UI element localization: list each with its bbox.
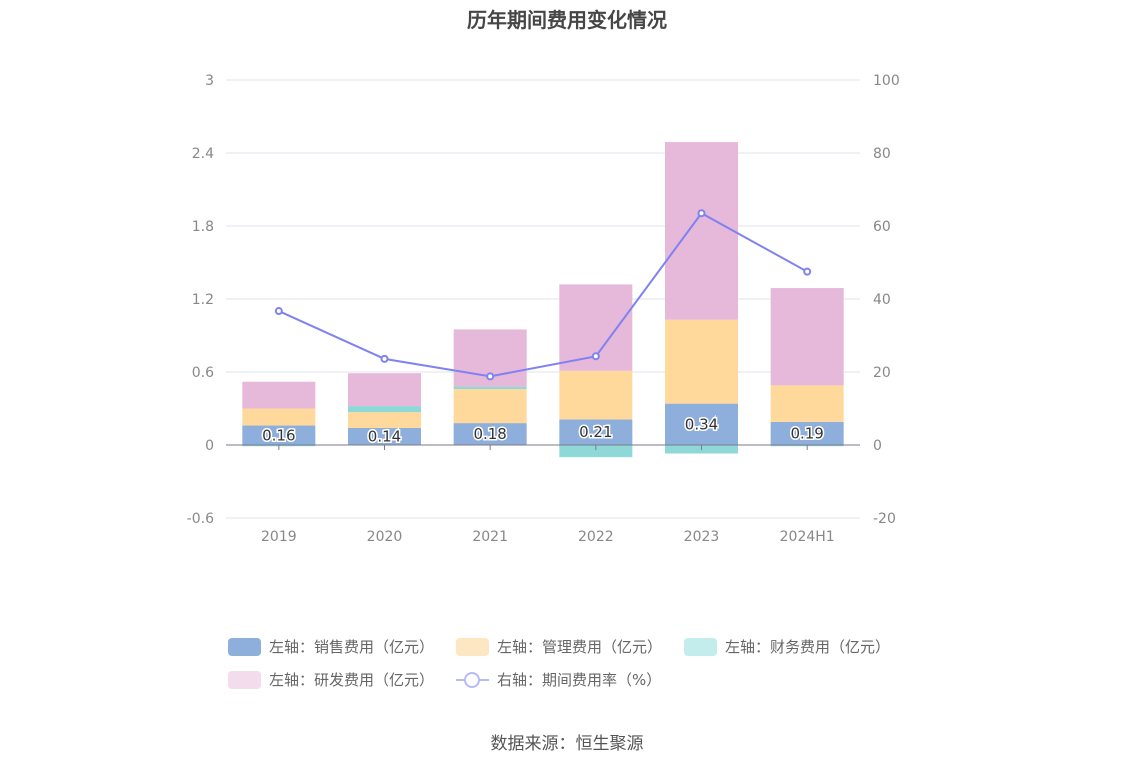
legend-item-admin[interactable]: 左轴：管理费用（亿元） [456,636,662,657]
rate-line [278,211,808,378]
left-tick-label: 2.4 [192,146,214,162]
x-tick-label: 2021 [472,529,508,545]
bar-segment [453,389,527,424]
bar-segment [665,319,738,404]
chart-title: 历年期间费用变化情况 [467,8,667,32]
bar-segment [453,423,527,445]
right-tick-label: 60 [873,219,891,235]
legend-swatch-rd [228,670,261,689]
bar-segment [559,445,633,458]
legend-item-rate[interactable]: 右轴：期间费用率（%） [456,669,661,690]
legend-label-sales: 左轴：销售费用（亿元） [269,638,435,656]
bar-segment [559,370,633,420]
right-tick-label: 80 [873,146,891,162]
rate-point [803,267,812,276]
right-tick-label: 20 [873,365,891,381]
rate-point [697,209,706,218]
bar-segment [770,385,844,422]
bar-segment [770,288,844,386]
bar-segment [348,412,421,428]
legend: 左轴：销售费用（亿元） 左轴：管理费用（亿元） 左轴：财务费用（亿元） 左轴：研… [228,630,928,696]
data-source: 数据来源：恒生聚源 [490,734,644,754]
chart-plot: 3 2.4 1.8 1.2 0.6 0 -0.6 100 80 60 40 20 0 -20 2019 20… [187,73,900,545]
bar-segment [453,386,527,390]
bar-segment [665,142,738,320]
rate-point [486,372,495,381]
bar-data-label: 0.18 [473,425,506,443]
left-tick-label: 1.2 [192,292,214,308]
x-tick-label: 2020 [367,529,403,545]
bar-data-label: 0.19 [790,424,823,442]
right-tick-label: 100 [873,73,900,89]
legend-label-rd: 左轴：研发费用（亿元） [269,671,435,689]
right-tick-label: 40 [873,292,891,308]
legend-label-rate: 右轴：期间费用率（%） [497,671,662,689]
bar-segment [242,381,316,409]
legend-item-sales[interactable]: 左轴：销售费用（亿元） [228,636,434,657]
legend-label-finance: 左轴：财务费用（亿元） [725,638,891,656]
left-tick-label: 3 [205,73,214,89]
legend-label-admin: 左轴：管理费用（亿元） [497,638,663,656]
bar-segment [559,419,633,445]
bar-segment [770,421,844,445]
left-tick-label: 0.6 [192,365,214,381]
legend-swatch-admin [456,637,490,656]
rate-point [591,352,600,361]
bar-segment [348,373,421,407]
right-tick-label: 0 [873,438,882,454]
left-tick-label: -0.6 [187,511,214,527]
left-tick-label: 1.8 [192,219,214,235]
legend-swatch-sales [228,637,261,656]
bar-data-label: 0.21 [579,423,612,441]
bar-segment [348,427,421,445]
bar-data-label: 0.34 [685,415,718,433]
right-tick-label: -20 [873,511,896,527]
bar-data-label: 0.14 [368,427,401,445]
x-tick-label: 2024H1 [780,529,835,545]
x-tick-label: 2019 [261,529,297,545]
bar-segment [242,408,316,426]
legend-item-rd[interactable]: 左轴：研发费用（亿元） [228,669,434,690]
x-tick-label: 2023 [684,529,720,545]
rate-point [274,307,283,316]
x-tick-label: 2022 [578,529,614,545]
bar-segment [348,406,421,413]
bar-data-label: 0.16 [262,426,295,444]
legend-swatch-rate [456,671,490,689]
left-tick-label: 0 [205,438,214,454]
rate-point [380,354,389,363]
bar-segment [242,425,316,445]
bar-segment [665,403,738,445]
legend-swatch-finance [684,637,718,656]
legend-item-finance[interactable]: 左轴：财务费用（亿元） [684,636,890,657]
